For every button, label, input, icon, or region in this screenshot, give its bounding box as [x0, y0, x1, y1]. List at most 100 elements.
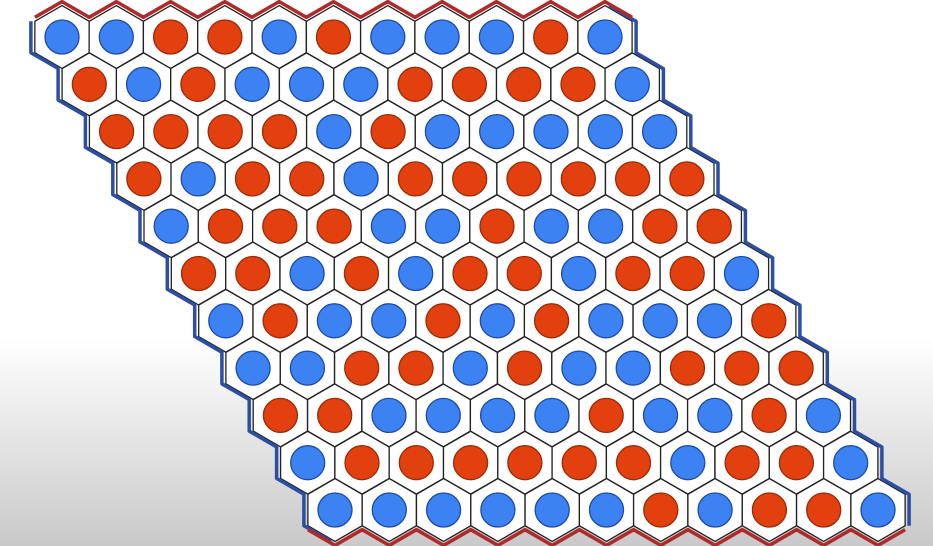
stone	[371, 492, 407, 528]
stone	[670, 445, 706, 481]
stone	[371, 303, 407, 339]
stone	[452, 255, 488, 292]
stone	[153, 208, 189, 244]
stone	[208, 303, 244, 339]
stone	[860, 492, 896, 528]
stone	[614, 66, 650, 102]
stone	[534, 397, 570, 434]
stone	[480, 492, 516, 528]
cells	[34, 4, 906, 543]
stone	[180, 161, 216, 197]
stone	[125, 66, 162, 102]
stone	[697, 492, 733, 528]
stone	[262, 397, 299, 434]
stone	[261, 113, 298, 150]
stone	[534, 492, 570, 528]
stone	[614, 161, 651, 197]
stone	[669, 161, 705, 197]
stone	[479, 303, 515, 339]
stone	[451, 66, 488, 102]
stone	[751, 397, 787, 434]
stone	[696, 208, 732, 244]
stone	[669, 350, 706, 386]
stone	[235, 255, 271, 292]
edge	[307, 527, 906, 546]
stone	[560, 161, 596, 197]
stone	[642, 208, 678, 244]
stone	[152, 19, 189, 55]
stone	[561, 350, 597, 386]
stone	[561, 445, 597, 481]
board-edges	[29, 0, 911, 546]
stone	[506, 161, 542, 197]
stone	[588, 303, 624, 339]
stone	[642, 303, 678, 339]
stone	[833, 445, 869, 481]
stone	[588, 397, 624, 434]
stone	[587, 19, 623, 55]
stone	[533, 19, 569, 55]
stone	[207, 113, 243, 150]
stone	[724, 350, 760, 386]
stone	[397, 161, 434, 197]
stone	[533, 208, 569, 244]
stone	[44, 19, 80, 55]
stone	[805, 397, 842, 434]
stone	[697, 397, 733, 434]
stone	[370, 19, 406, 55]
stone	[316, 208, 352, 244]
stone	[235, 350, 271, 386]
stone	[615, 350, 651, 386]
stone	[424, 113, 461, 150]
stone	[560, 66, 596, 102]
stone	[343, 66, 379, 102]
stone	[479, 208, 515, 244]
stone	[398, 255, 434, 292]
stone	[316, 113, 352, 150]
stone	[289, 255, 325, 292]
stone	[370, 208, 407, 244]
stone	[452, 445, 489, 481]
stone	[506, 255, 542, 292]
stone	[425, 303, 461, 339]
stone	[506, 66, 542, 102]
stone	[615, 445, 652, 481]
stone	[262, 303, 298, 339]
stone	[289, 161, 325, 197]
stone	[643, 492, 679, 528]
stone	[262, 208, 298, 244]
stone	[316, 303, 353, 339]
stone	[315, 19, 352, 55]
stone	[153, 113, 189, 150]
stone	[778, 350, 814, 386]
stone	[290, 445, 326, 481]
stone	[370, 113, 406, 150]
stone	[343, 161, 379, 197]
stone	[724, 445, 760, 481]
edge	[34, 0, 633, 20]
stone	[560, 255, 597, 292]
stone	[180, 66, 216, 102]
stone	[806, 492, 842, 528]
stone	[751, 303, 787, 339]
stone	[424, 19, 460, 55]
stone	[587, 208, 624, 244]
stone	[507, 445, 543, 481]
edge	[608, 4, 911, 526]
stone	[207, 208, 244, 244]
stone	[478, 19, 515, 55]
stone	[234, 66, 270, 102]
stone	[641, 113, 678, 150]
stone	[615, 255, 651, 292]
stone	[778, 445, 815, 481]
stone	[479, 397, 516, 434]
stone	[479, 113, 515, 150]
stone	[317, 397, 353, 434]
stone	[425, 492, 462, 528]
stone	[696, 303, 733, 339]
stone	[288, 66, 325, 102]
stone	[452, 350, 488, 386]
stone	[669, 255, 705, 292]
stone	[71, 66, 107, 102]
stone	[289, 350, 326, 386]
